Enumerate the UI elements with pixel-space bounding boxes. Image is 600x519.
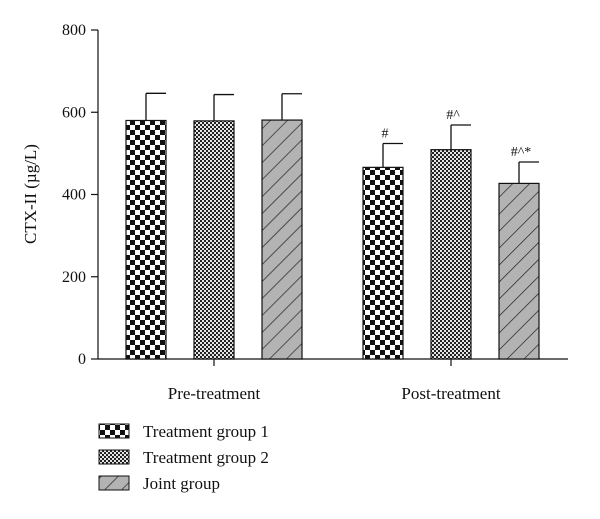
annotations: # #^ #^*	[382, 108, 532, 160]
legend-swatch	[98, 449, 130, 465]
legend-swatch	[98, 423, 130, 439]
bar	[498, 182, 540, 360]
y-axis-title: CTX-II (µg/L)	[21, 144, 40, 244]
x-category-label: Pre-treatment	[168, 384, 261, 403]
legend: Treatment group 1 Treatment group 2 Joint …	[98, 422, 269, 493]
bar	[125, 119, 167, 360]
bar	[430, 149, 472, 360]
significance-annotation: #	[382, 127, 389, 142]
axes	[97, 30, 568, 360]
y-ticks: 0 200 400 600 800	[62, 22, 98, 368]
bars	[125, 119, 540, 360]
y-tick-label: 400	[62, 187, 86, 204]
y-tick-label: 800	[62, 22, 86, 39]
y-tick-label: 200	[62, 269, 86, 286]
y-tick-label: 0	[78, 351, 86, 368]
significance-annotation: #^	[446, 108, 460, 123]
bar	[193, 120, 235, 360]
legend-label: Treatment group 1	[143, 422, 269, 441]
error-bars	[145, 92, 539, 184]
x-ticks: Pre-treatment Post-treatment	[168, 359, 501, 403]
legend-swatch	[98, 475, 130, 491]
significance-annotation: #^*	[511, 145, 532, 160]
bar	[261, 119, 303, 360]
bar	[362, 166, 404, 360]
x-category-label: Post-treatment	[401, 384, 500, 403]
legend-label: Treatment group 2	[143, 448, 269, 467]
y-tick-label: 600	[62, 104, 86, 121]
legend-label: Joint group	[143, 474, 220, 493]
